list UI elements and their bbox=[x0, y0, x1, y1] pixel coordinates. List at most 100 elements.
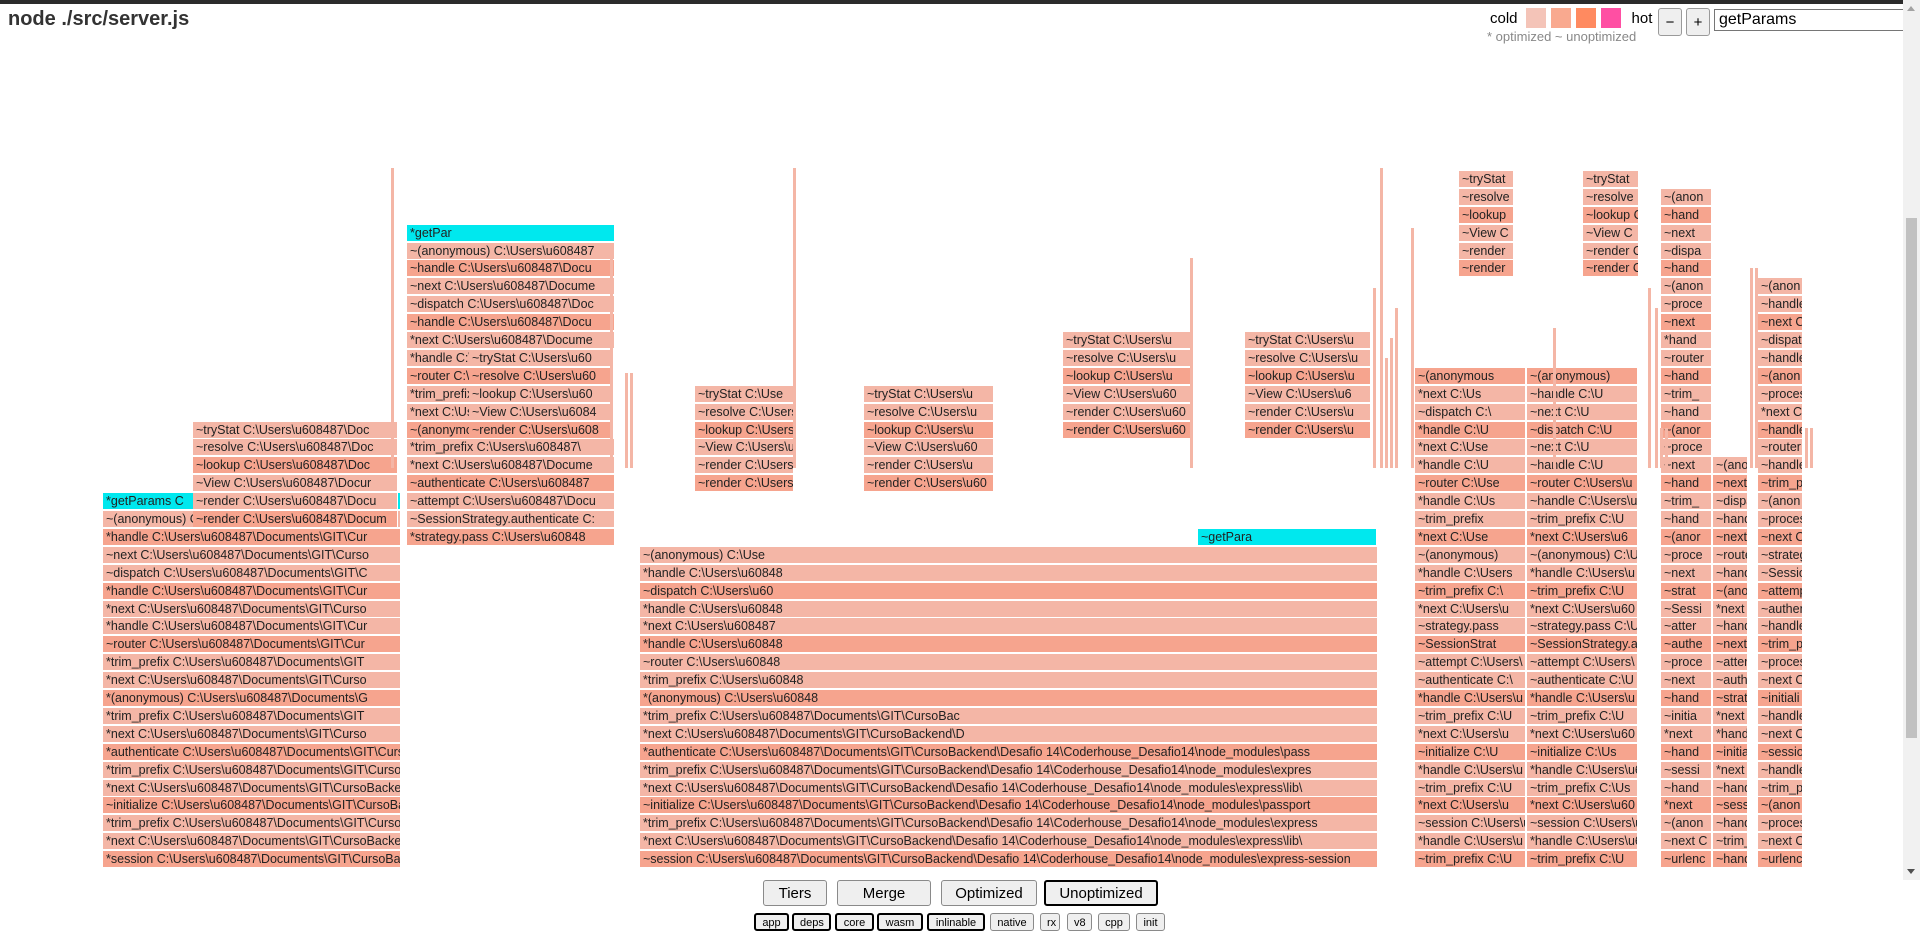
flame-frame[interactable]: ~next C:\Users\u608487\Docume bbox=[407, 277, 615, 295]
flame-frame[interactable]: ~authenticate C:\U bbox=[1527, 671, 1638, 689]
flame-frame[interactable]: *next C:\Users\u608487\Documents\GIT\Cur… bbox=[640, 724, 1378, 742]
flame-frame[interactable]: ~tryStat bbox=[1583, 169, 1639, 187]
flame-frame[interactable]: ~initialize C:\Us bbox=[1527, 742, 1638, 760]
flame-frame[interactable]: ~next C:\U bbox=[1527, 438, 1638, 456]
flame-frame[interactable]: ~hand bbox=[1661, 205, 1712, 223]
filter-button-init[interactable]: init bbox=[1136, 913, 1165, 931]
flame-frame[interactable]: ~proce bbox=[1661, 295, 1712, 313]
flame-frame[interactable]: ~trim_ bbox=[1661, 384, 1712, 402]
flame-frame[interactable]: *handle C:\Users\u60848 bbox=[640, 599, 1378, 617]
flame-frame[interactable]: ~authe bbox=[1661, 635, 1712, 653]
flame-frame[interactable]: ~tryStat C:\Users\u608487\Doc bbox=[193, 420, 398, 438]
flame-frame[interactable]: ~handle C:\Users\u bbox=[1527, 492, 1638, 510]
search-input[interactable] bbox=[1714, 9, 1914, 31]
flame-frame[interactable]: ~Sessi bbox=[1661, 599, 1712, 617]
flame-frame[interactable]: *next C:\Use bbox=[1415, 527, 1526, 545]
flame-frame[interactable]: ~lookup C:\Users\u bbox=[1063, 366, 1192, 384]
flame-frame[interactable]: ~proce bbox=[1661, 653, 1712, 671]
flame-frame[interactable]: ~View C bbox=[1459, 223, 1514, 241]
flame-frame[interactable]: ~route bbox=[1713, 545, 1748, 563]
flame-frame[interactable]: ~(anonymous) C:\U bbox=[1527, 545, 1638, 563]
flame-frame[interactable]: ~handle bbox=[1758, 706, 1803, 724]
flame-frame[interactable]: ~dispatch C:\Users\u608487\Documents\GIT… bbox=[103, 563, 401, 581]
flame-spike[interactable] bbox=[793, 168, 796, 468]
flame-frame[interactable]: ~atter bbox=[1661, 617, 1712, 635]
flame-frame[interactable]: *next C:\Users\u60 bbox=[1527, 599, 1638, 617]
flame-frame[interactable]: ~next C:\U bbox=[1527, 402, 1638, 420]
tier-button-optimized[interactable]: Optimized bbox=[941, 880, 1037, 906]
flame-frame[interactable]: ~proces bbox=[1758, 384, 1803, 402]
flame-frame[interactable]: ~lookup C:\Users\u bbox=[864, 420, 994, 438]
flame-frame[interactable]: ~atter bbox=[1713, 653, 1748, 671]
flame-frame[interactable]: ~View C bbox=[1583, 223, 1639, 241]
flame-frame[interactable]: ~router bbox=[1758, 438, 1803, 456]
flame-frame[interactable]: ~trim_prefix C:\U bbox=[1527, 706, 1638, 724]
flame-frame[interactable]: ~tryStat C:\Use bbox=[695, 384, 794, 402]
flame-frame[interactable]: ~render bbox=[1459, 241, 1514, 259]
filter-button-rx[interactable]: rx bbox=[1040, 913, 1060, 931]
flame-spike[interactable] bbox=[1805, 428, 1808, 468]
flame-frame[interactable]: *handle C:\Users\u6 bbox=[1527, 832, 1638, 850]
flame-frame[interactable]: ~handle C:\U bbox=[1527, 384, 1638, 402]
flame-spike[interactable] bbox=[1655, 308, 1658, 468]
flame-frame[interactable]: ~View C:\Users\u60 bbox=[864, 438, 994, 456]
flame-frame[interactable]: ~render C:\Users\u60 bbox=[1063, 420, 1192, 438]
filter-button-cpp[interactable]: cpp bbox=[1098, 913, 1130, 931]
flame-spike[interactable] bbox=[1755, 268, 1758, 468]
flame-frame[interactable]: ~resolve C:\Users\u bbox=[1063, 348, 1192, 366]
flame-frame[interactable]: ~proces bbox=[1758, 510, 1803, 527]
flame-frame[interactable]: ~initia bbox=[1713, 742, 1748, 760]
flame-spike[interactable] bbox=[1390, 338, 1393, 468]
flame-frame[interactable]: ~hand bbox=[1661, 742, 1712, 760]
flame-frame[interactable]: ~lookup C:\Users\u60 bbox=[469, 384, 614, 402]
flame-frame[interactable]: ~(anon bbox=[1661, 814, 1712, 832]
flame-frame[interactable]: *trim_prefix C:\Users\u60848 bbox=[640, 671, 1378, 689]
flame-frame[interactable]: ~trim_prefix C:\U bbox=[1415, 850, 1526, 868]
flame-frame[interactable]: *trim_prefix C:\Users\u608487\Documents\… bbox=[103, 653, 401, 671]
flame-frame[interactable]: *next bbox=[1661, 724, 1712, 742]
flame-frame[interactable]: ~tryStat C:\Users\u bbox=[864, 384, 994, 402]
flame-frame[interactable]: ~handle bbox=[1758, 295, 1803, 313]
flame-spike[interactable] bbox=[1810, 428, 1813, 468]
flame-frame[interactable]: ~sessi bbox=[1661, 760, 1712, 778]
filter-button-wasm[interactable]: wasm bbox=[877, 913, 923, 931]
flame-frame[interactable]: ~dispa bbox=[1661, 241, 1712, 259]
flame-frame[interactable]: ~proce bbox=[1661, 545, 1712, 563]
flame-frame[interactable]: ~next bbox=[1661, 456, 1712, 474]
flame-spike[interactable] bbox=[1373, 288, 1376, 468]
flame-frame[interactable]: ~trim_p bbox=[1758, 474, 1803, 492]
flame-frame[interactable]: *authenticate C:\Users\u608487\Documents… bbox=[640, 742, 1378, 760]
tier-button-merge[interactable]: Merge bbox=[837, 880, 931, 906]
flame-frame[interactable]: *next C bbox=[1758, 402, 1803, 420]
flame-frame[interactable]: ~hand bbox=[1661, 474, 1712, 492]
scroll-thumb[interactable] bbox=[1906, 218, 1917, 738]
flame-frame[interactable]: ~attemp bbox=[1758, 581, 1803, 599]
flame-frame[interactable]: ~View C:\Users\u608487\Docur bbox=[193, 474, 398, 492]
flame-frame[interactable]: ~trim_prefix C:\ bbox=[1415, 581, 1526, 599]
flame-frame[interactable]: *(anonymous) C:\Users\u60848 bbox=[640, 689, 1378, 706]
flame-frame[interactable]: ~handle C:\Users\u608487\Docu bbox=[407, 259, 615, 277]
flame-frame[interactable]: ~router C:\Users\u bbox=[1527, 474, 1638, 492]
flame-frame[interactable]: *next C:\Users\u608487\Documents\GIT\Cur… bbox=[640, 832, 1378, 850]
flame-frame[interactable]: ~trim_p bbox=[1758, 635, 1803, 653]
flame-spike[interactable] bbox=[1190, 258, 1193, 468]
flame-frame[interactable]: ~render bbox=[1459, 259, 1514, 277]
flame-frame[interactable]: ~trim_prefix C:\U bbox=[1415, 778, 1526, 796]
tier-button-unoptimized[interactable]: Unoptimized bbox=[1044, 880, 1158, 906]
flame-frame[interactable]: ~next C:\Users\u608487\Documents\GIT\Cur… bbox=[103, 545, 401, 563]
flame-frame[interactable]: ~getPara bbox=[1198, 527, 1377, 545]
flame-frame[interactable]: ~resolve bbox=[1583, 187, 1639, 205]
flame-frame[interactable]: ~View C:\Users\u6084 bbox=[469, 402, 614, 420]
flame-frame[interactable]: ~authenticate C:\ bbox=[1415, 671, 1526, 689]
flame-frame[interactable]: ~hand bbox=[1661, 689, 1712, 706]
flame-frame[interactable]: ~tryStat bbox=[1459, 169, 1514, 187]
flame-frame[interactable]: *handle C:\Users\u608487\Documents\GIT\C… bbox=[103, 581, 401, 599]
flame-frame[interactable]: ~strategy.pass C:\U bbox=[1527, 617, 1638, 635]
flame-frame[interactable]: ~(anon bbox=[1758, 796, 1803, 814]
flame-frame[interactable]: ~tryStat C:\Users\u bbox=[1063, 331, 1192, 348]
flame-frame[interactable]: ~session C:\Users\u bbox=[1415, 814, 1526, 832]
flame-spike[interactable] bbox=[1553, 328, 1556, 468]
flame-frame[interactable]: ~trim_prefix C:\U bbox=[1415, 706, 1526, 724]
flame-frame[interactable]: ~next bbox=[1661, 671, 1712, 689]
flame-frame[interactable]: ~(anor bbox=[1661, 420, 1712, 438]
